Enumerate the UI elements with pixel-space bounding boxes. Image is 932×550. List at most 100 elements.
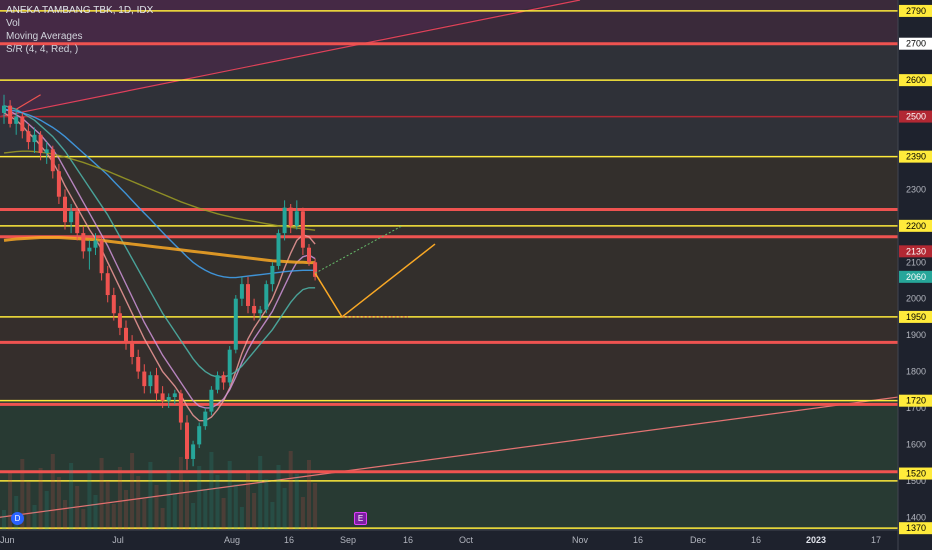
volume-bar (154, 485, 159, 530)
moving-average-line (3, 150, 316, 231)
price-label: 2200 (906, 221, 926, 231)
volume-bar (87, 472, 92, 530)
volume-bar (246, 470, 250, 530)
time-tick-label: Sep (340, 535, 356, 545)
candle-body (270, 265, 275, 285)
price-label: 1720 (906, 396, 926, 406)
candle-body (63, 196, 67, 223)
candle-body (227, 349, 232, 383)
price-label-bg (899, 394, 932, 407)
candle-body (191, 444, 196, 459)
volume-bar (197, 466, 202, 530)
dividend-badge[interactable]: D (11, 512, 24, 525)
legend-volume[interactable]: Vol (6, 18, 20, 29)
candle-body (288, 207, 293, 226)
price-label: 1520 (906, 469, 926, 479)
time-tick-label: Oct (459, 535, 474, 545)
candle-body (307, 247, 311, 263)
time-tick-label: Jun (0, 535, 15, 545)
projection-up (314, 243, 436, 319)
volume-bar (215, 475, 220, 530)
candle-body (130, 342, 135, 357)
price-label: 2500 (906, 112, 926, 122)
candle-body (215, 375, 220, 390)
candle-body (282, 207, 287, 234)
price-label: 1950 (906, 312, 926, 322)
volume-bar (50, 454, 55, 530)
earnings-badge[interactable]: E (354, 512, 367, 525)
candle-body (93, 240, 98, 248)
candle-body (239, 284, 244, 299)
moving-average-line (3, 104, 316, 378)
price-label: 2060 (906, 272, 926, 282)
candle-body (160, 393, 165, 401)
volume-bar (56, 477, 61, 530)
price-tick-label: 1700 (906, 403, 926, 413)
price-label-bg (899, 74, 932, 87)
volume-bar (136, 476, 141, 530)
legend-title: ANEKA TAMBANG TBK, 1D, IDX (6, 5, 154, 16)
legend-support-resistance[interactable]: S/R (4, 4, Red, ) (6, 44, 79, 55)
volume-bar (63, 500, 67, 530)
candle-body (136, 356, 141, 372)
candle-body (313, 262, 318, 277)
price-axis: 1400 1500 1600 1700 1800 1900 2000 2100 2200 2300… (899, 4, 932, 535)
candle-body (264, 284, 269, 310)
early-arrow (15, 94, 41, 110)
volume-bar (300, 497, 305, 530)
volume-bar (270, 502, 275, 530)
price-tick-label: 1900 (906, 330, 926, 340)
volume-bar (44, 491, 49, 530)
volume-bar (8, 473, 13, 530)
candle-body (258, 309, 263, 314)
candle-body (26, 131, 31, 143)
volume-bar (130, 453, 135, 530)
volume-bar (307, 460, 311, 530)
volume-bar (38, 468, 43, 530)
candle-body (246, 284, 250, 306)
plot-area (0, 0, 899, 530)
time-tick-label: 16 (403, 535, 413, 545)
time-tick-label: 16 (751, 535, 761, 545)
price-label-bg (899, 310, 932, 323)
candle-body (44, 149, 49, 153)
time-tick-label: Jul (112, 535, 124, 545)
volume-bar (276, 465, 281, 530)
moving-average-line (3, 108, 316, 409)
volume-bar (93, 495, 98, 530)
volume-bar (26, 482, 31, 530)
volume-bar (252, 493, 257, 530)
price-label-bg (899, 245, 932, 258)
zone-band (0, 316, 898, 401)
price-label: 1370 (906, 523, 926, 533)
candle-body (38, 134, 43, 153)
volume-bar (111, 504, 116, 530)
candle-body (99, 240, 104, 274)
candle-body (294, 211, 299, 226)
candle-body (124, 327, 128, 343)
price-tick-label: 1800 (906, 367, 926, 377)
zone-band (0, 400, 898, 530)
volume-bar (233, 484, 238, 530)
candle-body (75, 211, 80, 234)
volume-bar (191, 503, 196, 530)
candle-body (14, 116, 19, 124)
price-tick-label: 1600 (906, 439, 926, 449)
candle-body (233, 298, 238, 350)
volume-bar (185, 480, 189, 530)
moving-average-line (3, 112, 316, 422)
price-label-bg (899, 467, 932, 480)
time-tick-label: 2023 (806, 535, 826, 545)
price-label-bg (899, 150, 932, 163)
legend-moving-averages[interactable]: Moving Averages (6, 31, 83, 42)
volume-bar (142, 499, 147, 530)
volume-bar (105, 481, 110, 530)
candle-body (172, 393, 177, 398)
candle-body (221, 375, 226, 383)
volume-bar (209, 452, 214, 530)
volume-bar (20, 459, 25, 530)
volume-bar (258, 456, 263, 530)
candle-body (8, 105, 13, 124)
price-tick-label: 2000 (906, 294, 926, 304)
